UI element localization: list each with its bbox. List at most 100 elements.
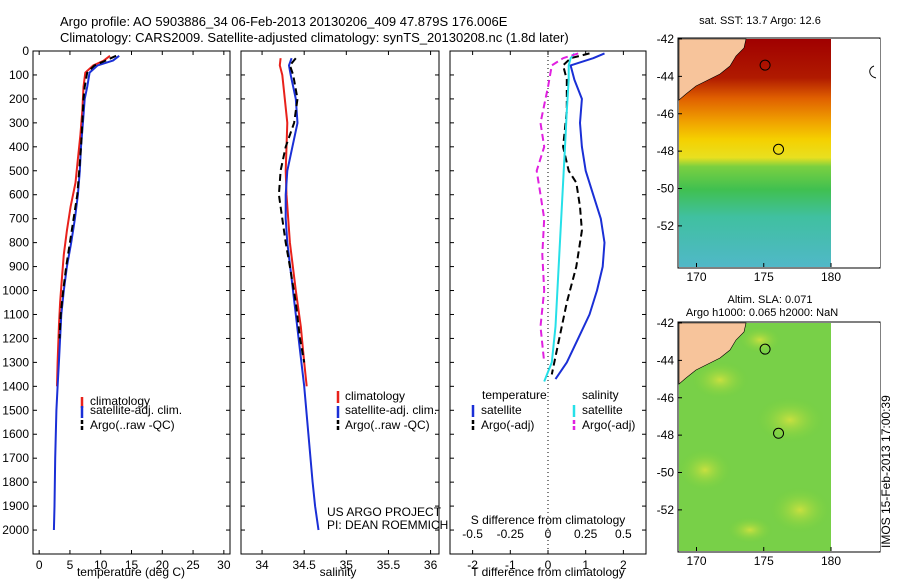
legend-label-argo: Argo(..raw -QC) bbox=[90, 418, 175, 432]
no-data-area bbox=[832, 323, 880, 551]
legend-label-satellite: satellite-adj. clim. bbox=[90, 403, 182, 417]
sla-map-title: Altim. SLA: 0.071 bbox=[728, 294, 813, 306]
legend-header-temperature: temperature bbox=[482, 388, 547, 402]
coastline-fragment bbox=[869, 65, 877, 79]
series-line-argo-raw-qc- bbox=[277, 57, 306, 363]
x-tick-label: 30 bbox=[217, 558, 231, 572]
y-tick-label: -46 bbox=[657, 391, 675, 405]
y-tick-label: 1500 bbox=[2, 403, 29, 417]
y-tick-label: 200 bbox=[9, 92, 29, 106]
y-tick-label: 800 bbox=[9, 236, 29, 250]
series-line-satellite bbox=[554, 52, 606, 380]
sla-anomaly bbox=[738, 326, 782, 354]
salinity-legend: climatology satellite-adj. clim. Argo(..… bbox=[336, 389, 437, 432]
difference-legend: temperature salinity satellite Argo(-adj… bbox=[471, 388, 635, 432]
x-tick-label: 5 bbox=[67, 558, 74, 572]
salinity-x-label: salinity bbox=[320, 565, 357, 579]
sla-anomaly bbox=[754, 396, 826, 444]
salinity-panel: 34 34.5 35 35.5 36 salinity climatology sate… bbox=[240, 50, 448, 579]
legend-label-argo: Argo(..raw -QC) bbox=[345, 418, 430, 432]
legend-label-s-satellite: satellite bbox=[582, 403, 623, 417]
profile-location-marker bbox=[759, 59, 771, 71]
x-tick-label: 180 bbox=[821, 270, 841, 284]
x-tick-label: 180 bbox=[821, 554, 841, 568]
x-tick-label: 10 bbox=[94, 558, 108, 572]
difference-x-label: T difference from climatology bbox=[471, 565, 625, 579]
y-tick-label: 400 bbox=[9, 140, 29, 154]
sla-map: Altim. SLA: 0.071 Argo h1000: 0.065 h200… bbox=[657, 294, 881, 568]
x-tick-label: 15 bbox=[125, 558, 139, 572]
series-line-satellite-adj-clim- bbox=[284, 57, 320, 531]
y-tick-label: -44 bbox=[657, 69, 675, 83]
sla-anomaly bbox=[690, 360, 750, 400]
y-tick-label: 1400 bbox=[2, 379, 29, 393]
sla-axes: 170 175 180 -42 -44 -46 -48 -50 -52 bbox=[657, 316, 842, 568]
legend-label-satellite: satellite-adj. clim. bbox=[345, 403, 437, 417]
x-tick-label: 25 bbox=[186, 558, 200, 572]
y-tick-label: 300 bbox=[9, 116, 29, 130]
x-tick-label: 175 bbox=[754, 554, 774, 568]
series-line-satellite bbox=[543, 52, 576, 382]
temperature-panel: 0 5 10 15 20 25 300100200300400500600700800900… bbox=[2, 44, 231, 579]
x-tick-label: 35.5 bbox=[377, 558, 401, 572]
credit-line1: US ARGO PROJECT bbox=[327, 505, 442, 519]
x-tick-label: -2 bbox=[467, 558, 478, 572]
y-tick-label: 0 bbox=[22, 44, 29, 58]
x2-tick-label: 0.5 bbox=[615, 527, 632, 541]
sla-map-subtitle: Argo h1000: 0.065 h2000: NaN bbox=[686, 307, 838, 319]
profile-location-marker bbox=[773, 143, 785, 155]
temperature-x-label: temperature (deg C) bbox=[77, 565, 185, 579]
y-tick-label: 700 bbox=[9, 212, 29, 226]
y-tick-label: 100 bbox=[9, 68, 29, 82]
sst-markers bbox=[759, 59, 785, 155]
x2-tick-label: -0.5 bbox=[462, 527, 483, 541]
sla-anomaly bbox=[726, 516, 774, 544]
y-tick-label: 1900 bbox=[2, 499, 29, 513]
x-tick-label: 0 bbox=[545, 558, 552, 572]
sst-map: sat. SST: 13.7 Argo: 12.6 170 175 180 -42 -4… bbox=[657, 15, 881, 284]
land-mass bbox=[678, 38, 747, 101]
y-tick-label: 1100 bbox=[3, 307, 29, 321]
y-tick-label: 1300 bbox=[2, 355, 29, 369]
x-tick-label: 170 bbox=[686, 270, 706, 284]
difference-x2-label: S difference from climatology bbox=[471, 513, 626, 527]
legend-header-salinity: salinity bbox=[582, 388, 619, 402]
x-tick-label: 34 bbox=[255, 558, 269, 572]
x-tick-label: 175 bbox=[754, 270, 774, 284]
land-mass bbox=[678, 322, 747, 385]
sst-map-title: sat. SST: 13.7 Argo: 12.6 bbox=[699, 15, 821, 27]
difference-plot-frame bbox=[449, 50, 647, 555]
y-tick-label: -48 bbox=[657, 144, 675, 158]
y-tick-label: -42 bbox=[657, 32, 675, 46]
y-tick-label: 1700 bbox=[2, 451, 29, 465]
y-tick-label: 900 bbox=[9, 260, 29, 274]
x2-tick-label: 0 bbox=[545, 527, 552, 541]
series-line-argo-raw-qc- bbox=[58, 54, 117, 339]
y-tick-label: 1200 bbox=[2, 331, 29, 345]
y-tick-label: -48 bbox=[657, 428, 675, 442]
sst-axes: 170 175 180 -42 -44 -46 -48 -50 -52 bbox=[657, 32, 842, 284]
series-line-climatology bbox=[56, 55, 111, 387]
series-line-climatology bbox=[278, 58, 308, 387]
series-line-argo-adj- bbox=[550, 52, 590, 375]
x-tick-label: 20 bbox=[156, 558, 170, 572]
temperature-plot-frame bbox=[32, 50, 231, 555]
x-tick-label: 36 bbox=[424, 558, 438, 572]
figure-title-line1: Argo profile: AO 5903886_34 06-Feb-2013 … bbox=[60, 14, 508, 29]
legend-label-t-satellite: satellite bbox=[481, 403, 522, 417]
sla-texture bbox=[677, 326, 832, 544]
sla-anomaly bbox=[768, 486, 832, 534]
x-tick-label: 34.5 bbox=[293, 558, 317, 572]
y-tick-label: 1800 bbox=[2, 475, 29, 489]
y-tick-label: -42 bbox=[657, 316, 675, 330]
y-tick-label: 500 bbox=[9, 164, 29, 178]
x-tick-label: 1 bbox=[582, 558, 589, 572]
series-line-satellite-adj-clim- bbox=[52, 55, 120, 531]
x-tick-label: 0 bbox=[36, 558, 43, 572]
legend-label-s-argo: Argo(-adj) bbox=[582, 418, 635, 432]
no-data-area bbox=[832, 39, 880, 267]
y-tick-label: -50 bbox=[657, 182, 675, 196]
x2-tick-label: -0.25 bbox=[497, 527, 525, 541]
y-tick-label: -52 bbox=[657, 219, 675, 233]
